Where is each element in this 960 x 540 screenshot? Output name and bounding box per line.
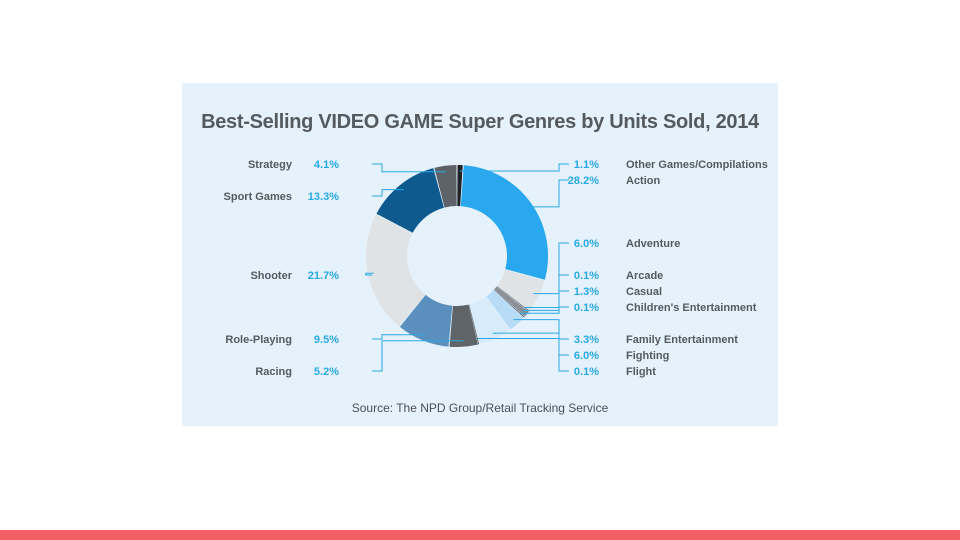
leader-line-racing	[372, 340, 464, 372]
category-label-fighting: Fighting	[626, 350, 669, 362]
leader-line-casual	[522, 290, 569, 311]
value-label-sport-games: 13.3%	[308, 191, 339, 203]
slice-sport-games	[376, 168, 444, 233]
value-label-children-s-entertainment: 0.1%	[574, 302, 599, 314]
slice-other-games-compilations	[457, 165, 463, 207]
leader-line-shooter	[365, 272, 374, 276]
category-label-family-entertainment: Family Entertainment	[626, 334, 738, 346]
slice-casual	[494, 286, 529, 317]
slice-adventure	[497, 269, 545, 311]
slice-labels: 1.1% Other Games/Compilations 28.2% Action 6…	[224, 159, 768, 378]
slice-action	[460, 165, 548, 280]
leader-line-strategy	[372, 163, 447, 173]
slice-children-s-entertainment	[493, 289, 525, 318]
category-label-sport-games: Sport Games	[224, 191, 292, 203]
value-label-casual: 1.3%	[574, 286, 599, 298]
category-label-role-playing: Role-Playing	[225, 334, 292, 346]
chart-source: Source: The NPD Group/Retail Tracking Se…	[351, 401, 609, 415]
slice-arcade	[496, 286, 530, 312]
leader-line-sport-games	[372, 189, 404, 197]
value-label-adventure: 6.0%	[574, 238, 599, 250]
leader-line-flight	[477, 338, 569, 372]
category-label-strategy: Strategy	[248, 159, 293, 171]
category-label-racing: Racing	[255, 366, 292, 378]
value-label-family-entertainment: 3.3%	[574, 334, 599, 346]
category-label-shooter: Shooter	[250, 270, 292, 282]
category-label-flight: Flight	[626, 366, 656, 378]
value-label-shooter: 21.7%	[308, 270, 339, 282]
category-label-casual: Casual	[626, 286, 662, 298]
value-label-action: 28.2%	[568, 175, 599, 187]
category-label-arcade: Arcade	[626, 270, 663, 282]
value-label-racing: 5.2%	[314, 366, 339, 378]
leader-lines	[365, 163, 569, 372]
slice-flight	[468, 304, 480, 345]
leader-line-family-entertainment	[513, 319, 569, 340]
category-label-adventure: Adventure	[626, 238, 680, 250]
value-label-role-playing: 9.5%	[314, 334, 339, 346]
value-label-strategy: 4.1%	[314, 159, 339, 171]
leader-line-children-s-entertainment	[519, 306, 569, 314]
category-label-action: Action	[626, 175, 661, 187]
donut-slices	[366, 165, 548, 347]
donut-chart: 1.1% Other Games/Compilations 28.2% Action 6…	[224, 159, 768, 378]
slice-strategy	[434, 165, 457, 208]
chart-title: Best-Selling VIDEO GAME Super Genres by …	[201, 111, 759, 133]
slice-racing	[449, 304, 478, 347]
category-label-other-games-compilations: Other Games/Compilations	[626, 159, 768, 171]
value-label-fighting: 6.0%	[574, 350, 599, 362]
value-label-arcade: 0.1%	[574, 270, 599, 282]
bottom-accent-bar	[0, 530, 960, 540]
slice-role-playing	[399, 294, 453, 347]
leader-line-fighting	[492, 332, 569, 356]
leader-line-role-playing	[372, 334, 425, 340]
slice-shooter	[366, 214, 426, 327]
slice-fighting	[469, 296, 510, 345]
value-label-flight: 0.1%	[574, 366, 599, 378]
leader-line-adventure	[533, 242, 569, 295]
category-label-children-s-entertainment: Children's Entertainment	[626, 302, 757, 314]
value-label-other-games-compilations: 1.1%	[574, 159, 599, 171]
leader-line-action	[526, 179, 569, 208]
leader-line-other-games-compilations	[459, 163, 569, 172]
chart-panel: Best-Selling VIDEO GAME Super Genres by …	[182, 83, 778, 426]
